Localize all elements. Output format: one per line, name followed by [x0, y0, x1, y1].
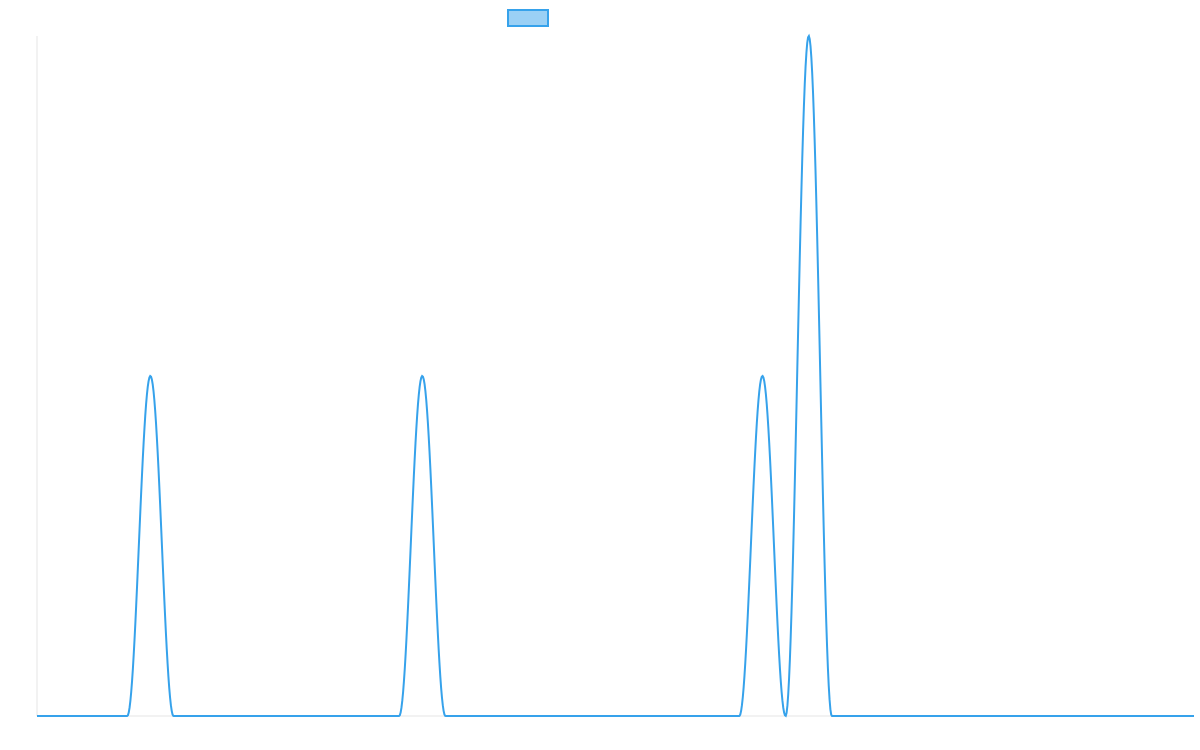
legend[interactable] — [507, 9, 549, 27]
series-line — [37, 33, 1194, 718]
legend-swatch[interactable] — [507, 9, 549, 27]
series-layer — [37, 33, 1194, 718]
